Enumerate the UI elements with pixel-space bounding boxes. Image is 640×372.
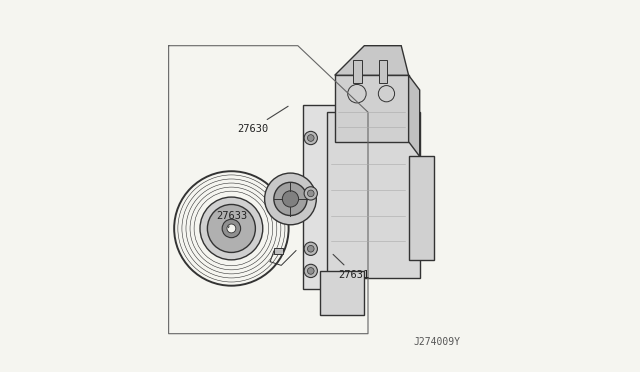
Circle shape [307,267,314,274]
Polygon shape [335,46,408,75]
Circle shape [307,246,314,252]
Circle shape [200,197,263,260]
Bar [328,112,420,278]
Polygon shape [408,75,420,157]
Circle shape [304,131,317,145]
Circle shape [307,190,314,197]
Circle shape [307,135,314,141]
Text: 27633: 27633 [216,211,248,228]
Bar [303,105,340,289]
Bar [335,75,408,142]
Circle shape [227,224,236,233]
Circle shape [282,191,299,207]
Bar [408,157,435,260]
Bar [320,271,364,315]
Circle shape [304,264,317,278]
Circle shape [222,219,241,238]
Circle shape [304,187,317,200]
Circle shape [264,173,316,225]
Circle shape [304,242,317,256]
Text: 27630: 27630 [237,106,288,134]
Text: 27631: 27631 [333,254,370,280]
Bar [353,61,362,83]
Bar [274,248,283,254]
Circle shape [207,205,255,253]
Bar [379,61,387,83]
Text: J274009Y: J274009Y [413,337,460,347]
Circle shape [274,182,307,215]
